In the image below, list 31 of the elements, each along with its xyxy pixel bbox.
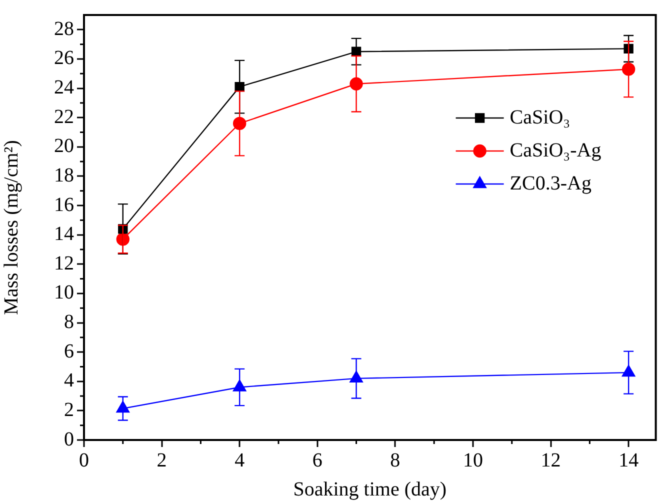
point xyxy=(622,62,636,76)
x-tick-label: 0 xyxy=(79,449,89,472)
y-tick-label: 2 xyxy=(64,398,74,421)
y-tick-label: 26 xyxy=(54,47,74,70)
y-tick-label: 12 xyxy=(54,252,74,274)
y-tick-label: 8 xyxy=(64,311,74,334)
y-tick-label: 0 xyxy=(64,428,74,450)
legend-label: CaSiO₃ xyxy=(510,106,570,128)
point xyxy=(232,116,246,130)
x-tick-label: 4 xyxy=(234,449,245,472)
y-tick-label: 28 xyxy=(54,18,74,40)
y-tick-label: 18 xyxy=(54,164,74,186)
legend-label: ZC0.3-Ag xyxy=(510,172,592,194)
y-tick-label: 22 xyxy=(54,106,74,128)
legend-label: CaSiO₃-Ag xyxy=(510,139,602,162)
point xyxy=(232,380,246,392)
x-tick-label: 8 xyxy=(390,449,400,472)
y-tick-label: 4 xyxy=(64,370,74,392)
y-tick-label: 20 xyxy=(54,135,74,158)
x-tick-label: 12 xyxy=(540,449,561,472)
x-tick-label: 6 xyxy=(312,449,322,472)
y-axis-title: Mass losses (mg/cm²) xyxy=(0,140,22,315)
y-tick-label: 6 xyxy=(64,340,74,362)
y-tick-label: 24 xyxy=(54,76,74,99)
x-tick-label: 14 xyxy=(618,449,639,472)
x-axis-title: Soaking time (day) xyxy=(293,478,447,500)
x-tick-label: 10 xyxy=(462,449,483,472)
y-tick-label: 14 xyxy=(54,223,74,246)
y-tick-label: 16 xyxy=(54,194,74,216)
y-tick-label: 10 xyxy=(54,282,74,304)
x-tick-label: 2 xyxy=(156,449,167,472)
